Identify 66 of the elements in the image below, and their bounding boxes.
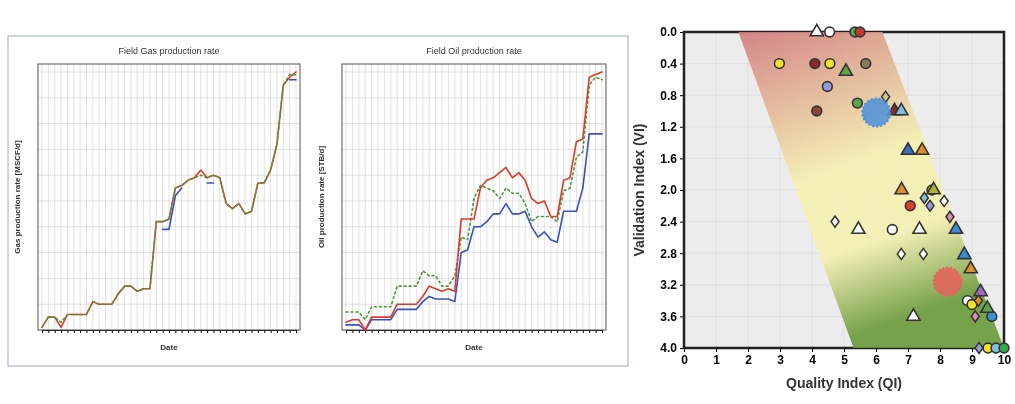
y-tick-label: 2.0 (660, 183, 678, 198)
x-tick-label: 5 (841, 352, 849, 367)
x-axis-title: Quality Index (QI) (786, 375, 902, 391)
point (851, 221, 866, 235)
point (974, 341, 984, 355)
y-tick-label: 3.6 (660, 309, 678, 324)
chart-title: Field Oil production rate (426, 46, 522, 56)
point (973, 283, 989, 297)
x-tick-label: 6 (873, 352, 881, 367)
x-tick-label: 0 (681, 352, 689, 367)
point (966, 298, 978, 311)
x-tick-label: 10 (997, 352, 1012, 367)
x-axis-title: Date (465, 343, 484, 352)
y-axis-title: Gas production rate [MSCF/d] (13, 140, 22, 254)
point (904, 200, 916, 212)
x-tick-label: 7 (905, 352, 913, 367)
point (963, 260, 979, 274)
point (880, 90, 891, 104)
y-tick-label: 2.8 (660, 246, 678, 261)
point (914, 142, 930, 156)
x-tick-label: 8 (937, 352, 945, 367)
y-tick-label: 0.4 (660, 56, 678, 71)
point (979, 300, 995, 314)
point (998, 342, 1010, 354)
point (809, 57, 821, 70)
point (854, 26, 866, 38)
point (851, 97, 864, 109)
y-tick-label: 2.4 (660, 214, 678, 229)
point (948, 221, 964, 235)
x-tick-label: 3 (777, 352, 785, 367)
x-tick-label: 4 (809, 352, 817, 367)
point (893, 102, 909, 116)
point (811, 105, 823, 117)
point (896, 247, 906, 261)
y-tick-label: 3.2 (660, 278, 678, 293)
point (830, 215, 840, 228)
y-tick-label: 1.2 (660, 120, 678, 135)
x-tick-label: 1 (713, 352, 721, 367)
point (821, 80, 834, 93)
chart-title: Field Gas production rate (118, 46, 220, 56)
point (918, 247, 929, 261)
y-tick-label: 4.0 (660, 341, 678, 356)
y-tick-label: 0.0 (660, 25, 678, 40)
point (824, 57, 836, 70)
point (838, 63, 854, 77)
point (773, 57, 786, 70)
point (900, 142, 916, 156)
point (925, 199, 935, 213)
point (973, 294, 984, 307)
x-tick-label: 2 (745, 352, 753, 367)
y-axis-title: Oil production rate [STB/d] (317, 145, 326, 249)
x-axis-title: Date (160, 343, 179, 352)
point (860, 57, 872, 70)
point (912, 221, 927, 235)
point (939, 194, 949, 208)
point (956, 246, 972, 260)
y-tick-label: 1.6 (660, 151, 678, 166)
point (970, 310, 980, 323)
point (919, 191, 930, 205)
x-tick-label: 9 (969, 352, 977, 367)
point (894, 181, 909, 195)
point (945, 210, 955, 224)
y-axis-title: Validation Index (VI) (631, 123, 647, 257)
y-tick-label: 0.8 (660, 88, 678, 103)
point (906, 308, 921, 321)
point (809, 23, 825, 37)
